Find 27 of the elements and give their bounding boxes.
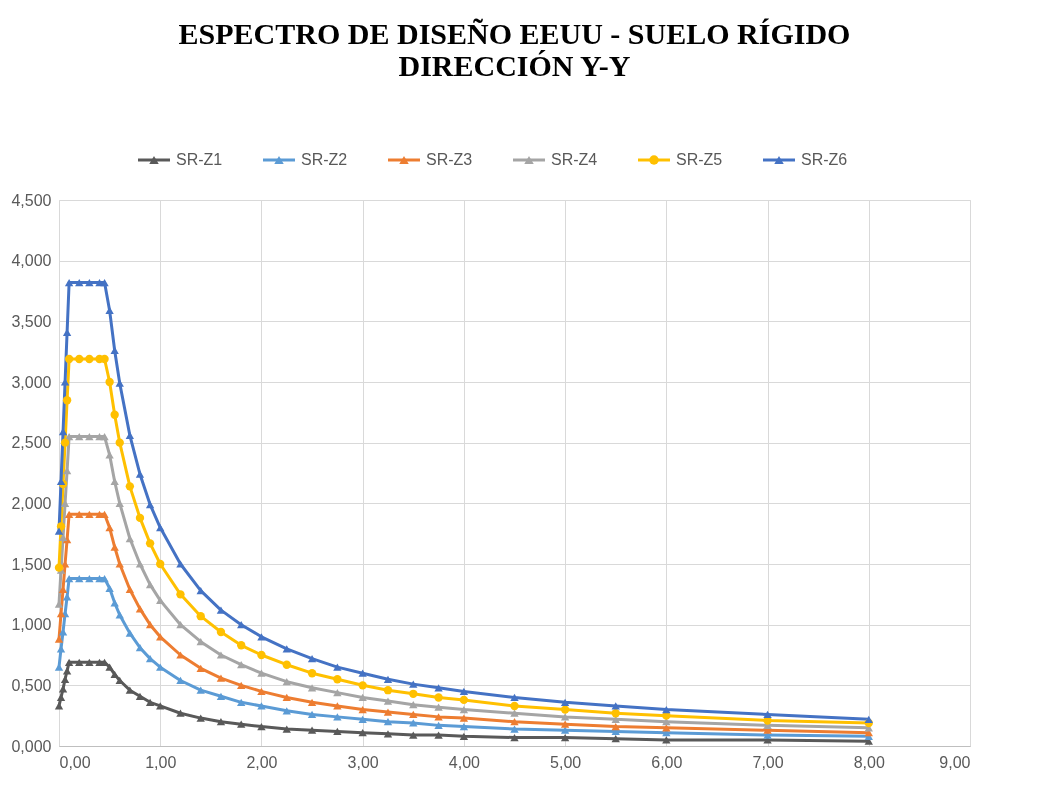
x-tick-label: 9,00 [939, 753, 971, 771]
y-tick-label: 4,000 [11, 252, 52, 270]
x-tick-label: 7,00 [752, 753, 784, 771]
y-tick-label: 1,500 [11, 555, 52, 573]
x-tick-label: 8,00 [853, 753, 885, 771]
x-tick-label: 1,00 [145, 753, 177, 771]
y-tick-label: 3,000 [11, 373, 52, 391]
legend-label: SR-Z2 [301, 151, 348, 168]
legend-label: SR-Z1 [176, 151, 223, 168]
y-tick-label: 3,500 [11, 312, 52, 330]
y-tick-label: 1,000 [11, 616, 52, 634]
y-tick-label: 2,000 [11, 494, 52, 512]
legend-label: SR-Z4 [551, 151, 598, 168]
legend-label: SR-Z5 [676, 151, 723, 168]
y-tick-label: 0,500 [11, 676, 52, 694]
y-tick-label: 4,500 [11, 191, 52, 209]
y-tick-label: 0,000 [11, 737, 52, 755]
x-tick-label: 5,00 [550, 753, 582, 771]
y-tick-label: 2,500 [11, 434, 52, 452]
chart-title: ESPECTRO DE DISEÑO EEUU - SUELO RÍGIDO DIRECCIÓN Y-Y [178, 17, 851, 82]
x-tick-label: 6,00 [651, 753, 683, 771]
x-tick-label: 3,00 [347, 753, 379, 771]
legend-label: SR-Z3 [426, 151, 473, 168]
x-tick-label: 2,00 [246, 753, 278, 771]
legend-label: SR-Z6 [801, 151, 848, 168]
x-tick-label: 0,00 [59, 753, 91, 771]
x-tick-label: 4,00 [448, 753, 481, 771]
